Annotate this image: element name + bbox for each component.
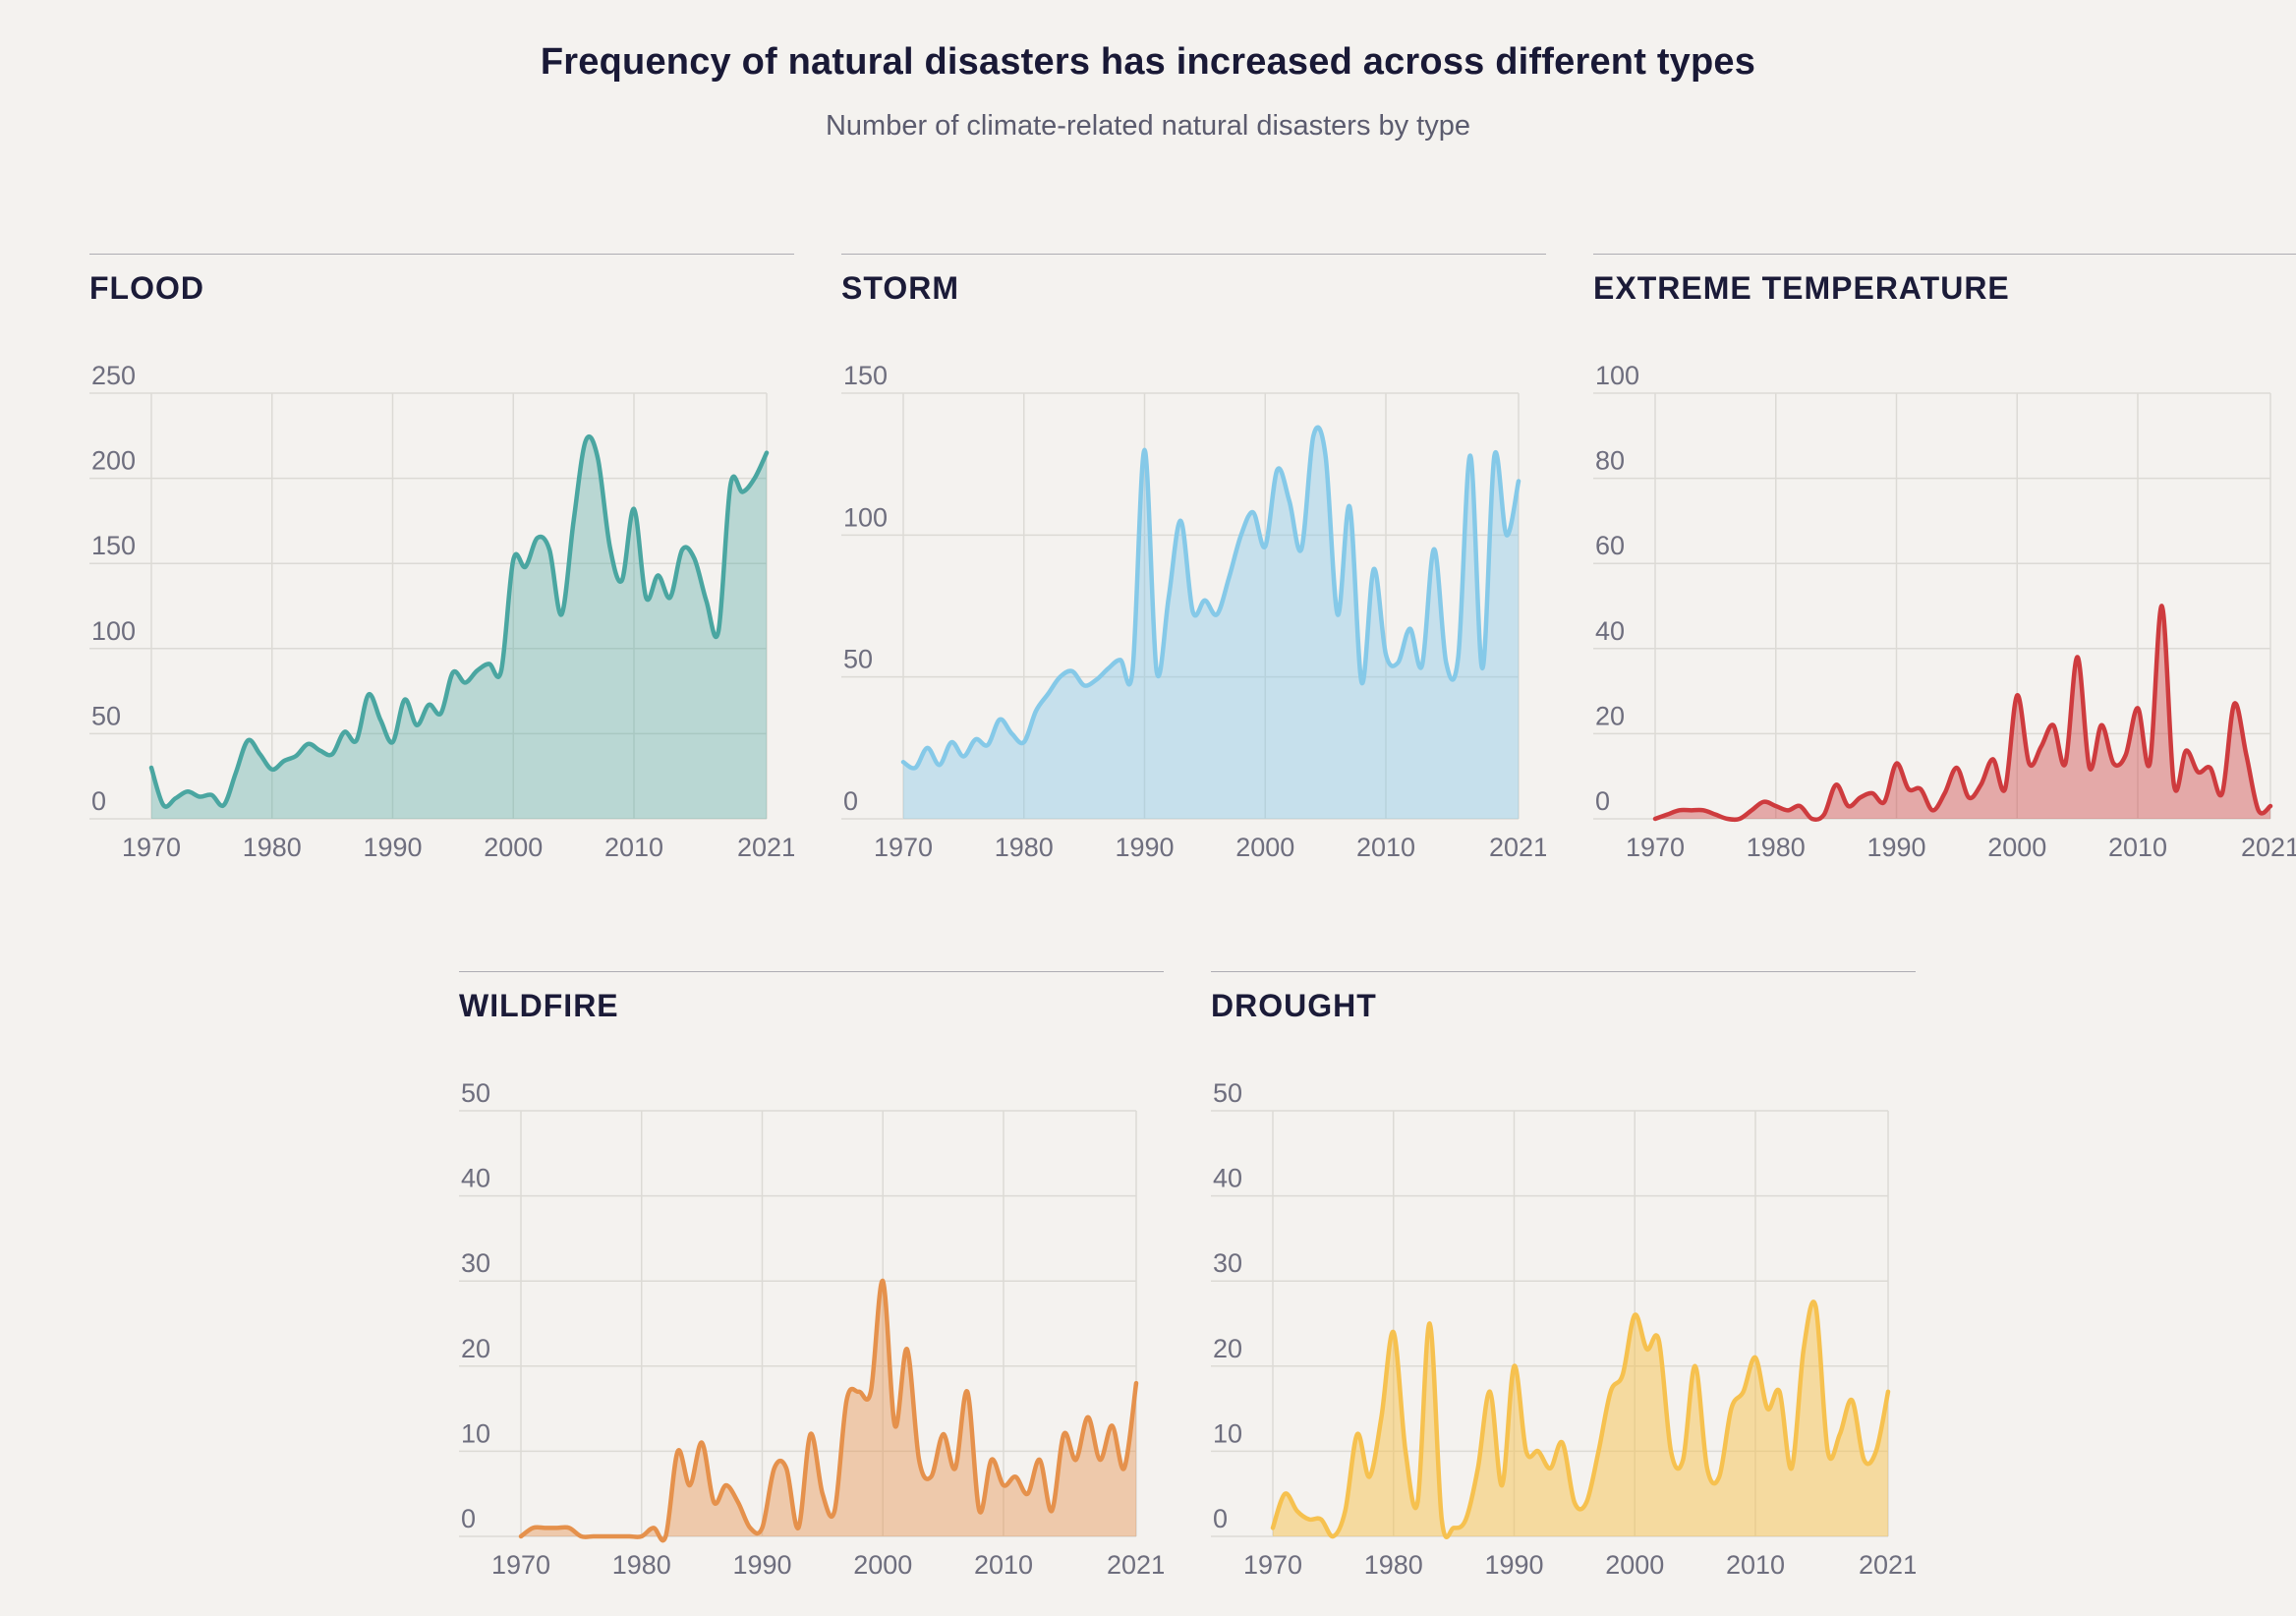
chart-panel-wildfire: WILDFIRE 0 10 20 30 40 50 1970 1980 1990 2000 2010… [459, 971, 1164, 1603]
svg-text:2000: 2000 [1605, 1550, 1664, 1580]
chart-panel-extreme-temperature: EXTREME TEMPERATURE 0 20 40 60 80 100 1970 1980… [1593, 254, 2296, 886]
svg-text:2021: 2021 [1859, 1550, 1916, 1580]
svg-text:2010: 2010 [2108, 833, 2167, 862]
svg-text:1990: 1990 [363, 833, 422, 862]
svg-text:150: 150 [91, 531, 136, 560]
svg-text:0: 0 [1595, 786, 1610, 816]
svg-text:1990: 1990 [732, 1550, 791, 1580]
svg-text:0: 0 [461, 1504, 476, 1533]
svg-text:2021: 2021 [2241, 833, 2296, 862]
page-title: Frequency of natural disasters has incre… [540, 41, 1756, 83]
wildfire-area-chart: 0 10 20 30 40 50 1970 1980 1990 2000 2010 2021 [459, 1078, 1164, 1580]
extreme-temperature-area-chart: 0 20 40 60 80 100 1970 1980 1990 2000 2010 2021 [1593, 361, 2296, 862]
svg-text:1980: 1980 [1364, 1550, 1423, 1580]
chart-title: FLOOD [89, 270, 204, 306]
chart-title: EXTREME TEMPERATURE [1593, 270, 2010, 306]
svg-text:1970: 1970 [1626, 833, 1685, 862]
svg-text:2021: 2021 [737, 833, 794, 862]
svg-text:50: 50 [1213, 1078, 1242, 1108]
svg-text:80: 80 [1595, 446, 1625, 476]
svg-text:1980: 1980 [995, 833, 1054, 862]
svg-text:50: 50 [843, 645, 873, 674]
svg-text:2010: 2010 [974, 1550, 1033, 1580]
svg-text:30: 30 [461, 1248, 490, 1278]
chart-panel-storm: STORM 0 50 100 150 1970 1980 1990 2000 2010 2021 [841, 254, 1546, 886]
svg-text:50: 50 [91, 701, 121, 730]
svg-text:150: 150 [843, 361, 888, 390]
svg-text:2000: 2000 [853, 1550, 912, 1580]
svg-text:2021: 2021 [1489, 833, 1546, 862]
svg-text:1990: 1990 [1484, 1550, 1543, 1580]
svg-text:1970: 1970 [1243, 1550, 1302, 1580]
svg-text:10: 10 [461, 1418, 490, 1448]
svg-text:40: 40 [1595, 616, 1625, 646]
svg-text:100: 100 [843, 502, 888, 532]
chart-title: DROUGHT [1211, 988, 1377, 1023]
svg-text:1980: 1980 [243, 833, 302, 862]
chart-panel-drought: DROUGHT 0 10 20 30 40 50 1970 1980 1990 2000 2010 2… [1211, 971, 1916, 1603]
svg-text:1980: 1980 [1747, 833, 1806, 862]
svg-text:1980: 1980 [612, 1550, 671, 1580]
svg-text:2000: 2000 [484, 833, 543, 862]
chart-title: STORM [841, 270, 959, 306]
svg-text:60: 60 [1595, 531, 1625, 560]
svg-text:2010: 2010 [1356, 833, 1415, 862]
svg-text:2000: 2000 [1987, 833, 2046, 862]
page-subtitle: Number of climate-related natural disast… [825, 110, 1470, 142]
svg-text:30: 30 [1213, 1248, 1242, 1278]
svg-text:1990: 1990 [1866, 833, 1925, 862]
drought-area-chart: 0 10 20 30 40 50 1970 1980 1990 2000 2010 2021 [1211, 1078, 1916, 1580]
svg-text:0: 0 [91, 786, 106, 816]
chart-title: WILDFIRE [459, 988, 619, 1023]
svg-text:250: 250 [91, 361, 136, 390]
svg-text:1970: 1970 [874, 833, 933, 862]
svg-text:2021: 2021 [1107, 1550, 1164, 1580]
svg-text:100: 100 [91, 616, 136, 646]
svg-text:0: 0 [1213, 1504, 1228, 1533]
chart-panel-flood: FLOOD 0 50 100 150 200 250 1970 1980 1990 2000 201… [89, 254, 794, 886]
svg-text:40: 40 [461, 1164, 490, 1193]
svg-text:2000: 2000 [1235, 833, 1294, 862]
svg-text:10: 10 [1213, 1418, 1242, 1448]
svg-text:40: 40 [1213, 1164, 1242, 1193]
storm-area-chart: 0 50 100 150 1970 1980 1990 2000 2010 2021 [841, 361, 1546, 862]
svg-text:20: 20 [1595, 701, 1625, 730]
svg-text:1970: 1970 [491, 1550, 550, 1580]
svg-text:1990: 1990 [1115, 833, 1174, 862]
svg-text:1970: 1970 [122, 833, 181, 862]
svg-text:2010: 2010 [1726, 1550, 1785, 1580]
svg-text:50: 50 [461, 1078, 490, 1108]
svg-text:2010: 2010 [604, 833, 663, 862]
flood-area-chart: 0 50 100 150 200 250 1970 1980 1990 2000 2010 2021 [89, 361, 794, 862]
svg-text:200: 200 [91, 446, 136, 476]
svg-text:20: 20 [461, 1334, 490, 1363]
svg-text:20: 20 [1213, 1334, 1242, 1363]
svg-text:0: 0 [843, 786, 858, 816]
svg-text:100: 100 [1595, 361, 1639, 390]
